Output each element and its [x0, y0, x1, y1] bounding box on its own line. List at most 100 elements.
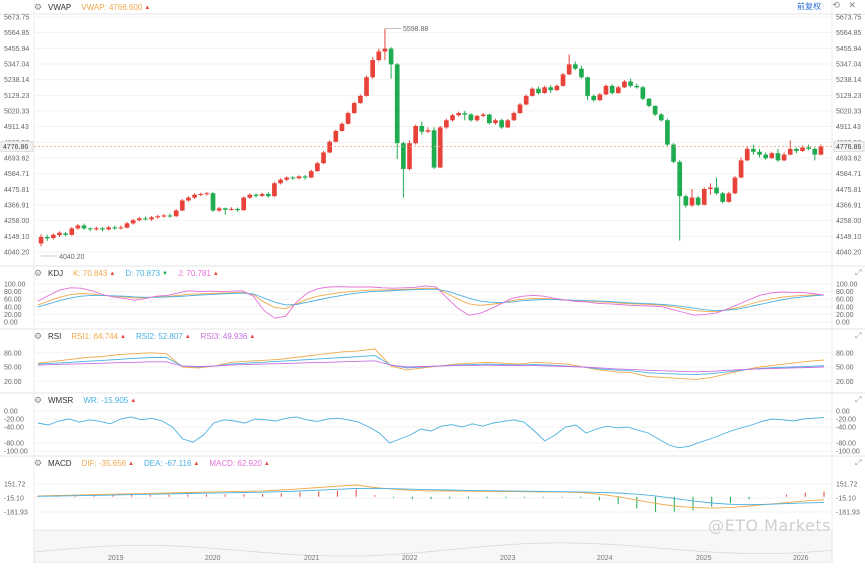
candle-body — [253, 194, 259, 196]
price-tick-right: 5238.14 — [836, 77, 861, 84]
expand-icon[interactable]: ⤢ — [855, 395, 862, 404]
candle-body — [585, 77, 590, 96]
candle-body — [493, 120, 498, 124]
candle-body — [542, 87, 547, 94]
candle-body — [708, 187, 713, 190]
expand-icon[interactable]: ⤢ — [855, 458, 862, 467]
candle-body — [118, 227, 124, 229]
restore-adjust-button[interactable]: 前复权 — [797, 2, 821, 11]
rsi-tick-left: 50.00 — [4, 365, 22, 372]
candle-body — [769, 153, 775, 159]
candle-body — [597, 94, 603, 101]
candle-body — [351, 103, 357, 114]
kdj-tick-right: 80.00 — [836, 289, 854, 296]
trend-arrow-icon: ▼ — [162, 270, 168, 277]
candle-body — [198, 194, 204, 196]
candle-body — [732, 177, 738, 194]
candle-body — [548, 87, 554, 91]
wmsr-tick-right: -40.00 — [836, 425, 856, 432]
candle-body — [665, 120, 670, 145]
price-tick-right: 5455.94 — [836, 46, 861, 53]
legend: DIF: -35.656 ▲ DEA: -67.116 ▲ MACD: 62.920 ▲ — [82, 459, 280, 468]
macd-tick-right: -15.10 — [836, 495, 856, 502]
candle-body — [701, 189, 707, 205]
trend-arrow-icon: ▲ — [193, 460, 200, 467]
price-tick-left: 4584.71 — [4, 171, 29, 178]
candle-body — [241, 197, 247, 211]
gear-icon[interactable]: ⚙ — [34, 458, 43, 468]
trend-arrow-icon: ▲ — [249, 333, 256, 340]
rsi-series-line — [37, 348, 825, 380]
rsi-pane-title: ⚙ RSI RSI1: 64.744 ▲ RSI2: 52.807 ▲ RSI3: 49… — [0, 329, 265, 343]
wmsr-tick-left: -20.00 — [4, 417, 24, 424]
candle-body — [290, 177, 296, 179]
macd-pane-title: ⚙ MACD DIF: -35.656 ▲ DEA: -67.116 ▲ MACD: 6… — [0, 456, 280, 470]
price-tick-right: 4911.43 — [836, 124, 861, 131]
candle-body — [444, 120, 449, 128]
candle-body — [683, 196, 689, 206]
candle-body — [345, 113, 351, 124]
candle-body — [259, 194, 265, 196]
expand-icon[interactable]: ⤢ — [855, 268, 862, 277]
price-tick-left: 4149.10 — [4, 234, 29, 241]
candle-body — [744, 148, 750, 161]
trend-arrow-icon: ▲ — [212, 270, 219, 277]
candle-body — [112, 227, 118, 229]
price-tick-left: 5564.85 — [4, 30, 29, 37]
gear-icon[interactable]: ⚙ — [34, 331, 43, 341]
wmsr-tick-right: -100.00 — [836, 449, 860, 456]
candle-body — [87, 228, 93, 230]
candle-body — [388, 48, 394, 65]
candle-body — [75, 225, 81, 229]
watermark: @ETO Markets — [708, 516, 831, 535]
current-price-label-left: 4776.86 — [3, 144, 28, 151]
kdj-tick-right: 60.00 — [836, 297, 854, 304]
candle-body — [370, 60, 375, 78]
candle-body — [646, 98, 652, 106]
price-tick-left: 5347.04 — [4, 62, 29, 69]
price-tick-right: 4149.10 — [836, 234, 861, 241]
candle-body — [462, 113, 468, 115]
price-tick-left: 5129.23 — [4, 93, 29, 100]
trend-arrow-icon: ▲ — [184, 333, 191, 340]
current-price-tag-left — [0, 140, 34, 152]
kdj-tick-right: 20.00 — [836, 312, 854, 319]
candle-body — [69, 228, 75, 235]
rsi-tick-left: 80.00 — [4, 350, 22, 357]
navigator-year-label: 2023 — [500, 555, 516, 562]
candle-body — [321, 152, 326, 164]
candle-body — [210, 193, 216, 211]
candle-body — [143, 218, 148, 220]
candle-body — [136, 218, 142, 221]
gear-icon[interactable]: ⚙ — [34, 2, 43, 12]
indicator-name: RSI — [48, 331, 62, 341]
kdj-tick-left: 20.00 — [4, 312, 22, 319]
candle-body — [100, 228, 105, 230]
navigator-year-label: 2022 — [402, 555, 418, 562]
candle-body — [302, 176, 308, 178]
navigator-background — [33, 529, 833, 564]
price-tick-left: 5455.94 — [4, 46, 29, 53]
legend-item: DEA: -67.116 ▲ — [143, 458, 200, 468]
candle-body — [628, 81, 633, 86]
gear-icon[interactable]: ⚙ — [34, 268, 43, 278]
gear-icon[interactable]: ⚙ — [34, 395, 43, 405]
candle-body — [179, 200, 185, 211]
candle-body — [781, 154, 787, 161]
candle-body — [382, 48, 388, 52]
candle-body — [284, 177, 290, 180]
top-toolbar-icons[interactable]: ◌ ⟲ ✕ — [818, 0, 859, 10]
wmsr-tick-left: 0.00 — [4, 409, 18, 416]
candle-body — [800, 147, 805, 152]
candle-body — [658, 114, 664, 121]
candle-body — [499, 120, 504, 128]
wmsr-series-line — [37, 416, 825, 449]
candle-body — [652, 105, 658, 115]
min-price-label: 4040.20 — [59, 254, 84, 261]
price-tick-right: 4366.91 — [836, 203, 861, 210]
expand-icon[interactable]: ⤢ — [855, 331, 862, 340]
kdj-pane-title: ⚙ KDJ K: 70.843 ▲ D: 70.873 ▼ J: 70.781 ▲ — [0, 266, 229, 280]
macd-tick-left: -15.10 — [4, 495, 24, 502]
